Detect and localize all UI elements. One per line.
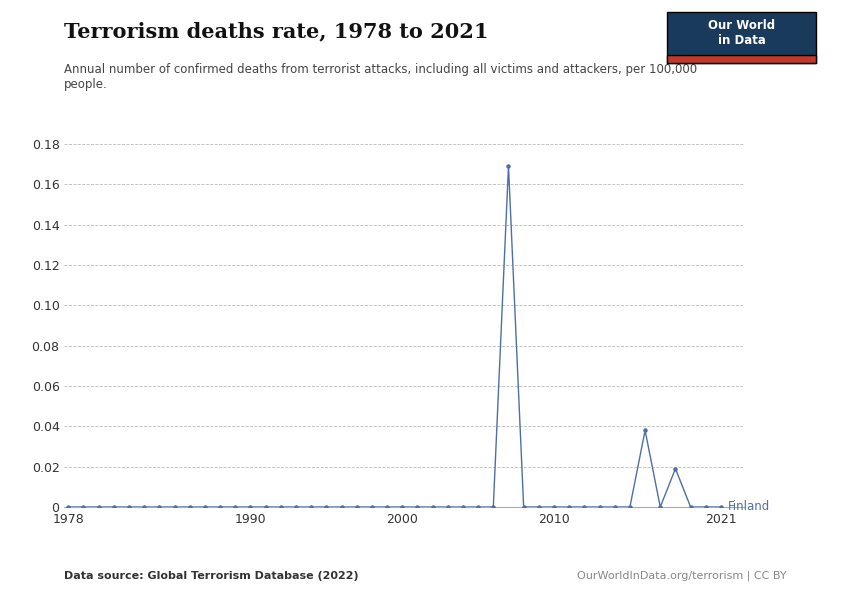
Text: Terrorism deaths rate, 1978 to 2021: Terrorism deaths rate, 1978 to 2021 [64,21,488,41]
Text: Annual number of confirmed deaths from terrorist attacks, including all victims : Annual number of confirmed deaths from t… [64,63,697,91]
Text: Finland: Finland [728,500,770,514]
Text: OurWorldInData.org/terrorism | CC BY: OurWorldInData.org/terrorism | CC BY [576,570,786,581]
Text: Data source: Global Terrorism Database (2022): Data source: Global Terrorism Database (… [64,571,359,581]
Text: Our World
in Data: Our World in Data [708,19,775,47]
